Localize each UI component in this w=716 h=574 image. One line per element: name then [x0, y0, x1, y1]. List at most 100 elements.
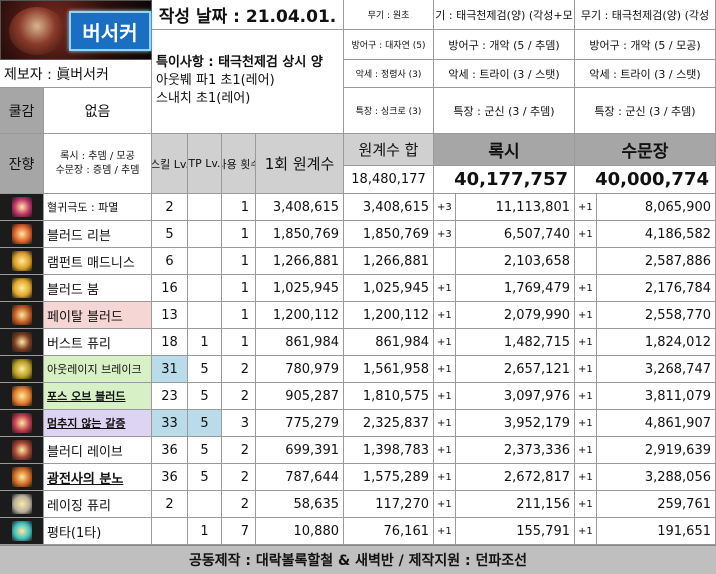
footer-credits: 공동제작 : 대락볼록할철 & 새벽반 / 제작지원 : 던파조선 [0, 545, 716, 574]
gate-bonus: +1 [575, 329, 597, 356]
skill-name: 레이징 퓨리 [44, 491, 152, 518]
base-sum: 76,161 [344, 518, 434, 545]
equip-slot: 기 : 태극천제검(양) (각성+모 [434, 0, 575, 30]
roxy-value: 2,103,658 [456, 248, 575, 275]
gate-bonus: +1 [575, 464, 597, 491]
skill-name: 아웃레이지 브레이크 [44, 356, 152, 383]
tp-level: 1 [188, 329, 222, 356]
skill-glyph-icon [11, 521, 32, 541]
skill-name: 멈추지 않는 갈증 [44, 410, 152, 437]
class-name-label: 버서커 [69, 11, 151, 51]
notes-line: 스내치 초1(레어) [156, 91, 251, 106]
skill-icon [0, 491, 44, 518]
residual-line: 록시 : 추뎀 / 모공 [60, 150, 135, 162]
col-header-base-once: 1회 원계수 [256, 134, 344, 194]
skill-glyph-icon [11, 359, 32, 379]
roxy-value: 3,097,976 [456, 383, 575, 410]
equip-slot: 악세 : 트라이 (3 / 스탯) [434, 60, 575, 88]
total-gate: 40,000,774 [575, 166, 716, 194]
skill-name: 블러드 붐 [44, 275, 152, 302]
skill-icon [0, 464, 44, 491]
base-sum: 1,810,575 [344, 383, 434, 410]
equip-slot: 특장 : 군신 (3 / 추뎀) [434, 88, 575, 134]
use-count: 2 [222, 383, 256, 410]
gate-bonus: +1 [575, 410, 597, 437]
gate-value: 4,186,582 [597, 221, 716, 248]
base-once: 905,287 [256, 383, 344, 410]
roxy-value: 6,507,740 [456, 221, 575, 248]
gate-value: 2,587,886 [597, 248, 716, 275]
residual-label: 잔향 [0, 134, 44, 194]
gate-value: 3,811,079 [597, 383, 716, 410]
notes-line: 아웃붸 파1 초1(레어) [156, 73, 275, 88]
roxy-bonus: +1 [434, 329, 456, 356]
skill-icon [0, 275, 44, 302]
skill-icon [0, 356, 44, 383]
skill-glyph-icon [11, 197, 32, 217]
use-count: 1 [222, 248, 256, 275]
skill-glyph-icon [11, 305, 32, 325]
skill-level: 2 [152, 194, 188, 221]
use-count: 2 [222, 464, 256, 491]
skill-icon [0, 194, 44, 221]
use-count: 2 [222, 437, 256, 464]
equip-slot: 특장 : 싱크로 (3) [344, 88, 434, 134]
base-once: 861,984 [256, 329, 344, 356]
roxy-value: 211,156 [456, 491, 575, 518]
use-count: 2 [222, 491, 256, 518]
use-count: 1 [222, 194, 256, 221]
roxy-bonus: +1 [434, 356, 456, 383]
skill-icon [0, 302, 44, 329]
skill-name: 혈귀극도 : 파멸 [44, 194, 152, 221]
gate-bonus: +1 [575, 356, 597, 383]
tp-level: 5 [188, 410, 222, 437]
roxy-bonus: +1 [434, 383, 456, 410]
tp-level [188, 491, 222, 518]
roxy-value: 2,657,121 [456, 356, 575, 383]
base-sum: 1,561,958 [344, 356, 434, 383]
cooldown-label: 쿨감 [0, 88, 44, 134]
tp-level: 5 [188, 464, 222, 491]
col-header-tp-lv: TP Lv. [188, 134, 222, 194]
skill-level: 33 [152, 410, 188, 437]
use-count: 1 [222, 275, 256, 302]
equip-slot: 무기 : 원초 [344, 0, 434, 30]
tp-level [188, 275, 222, 302]
equip-slot: 방어구 : 개악 (5 / 모공) [575, 30, 716, 60]
use-count: 7 [222, 518, 256, 545]
use-count: 1 [222, 221, 256, 248]
skill-level: 6 [152, 248, 188, 275]
tp-level: 1 [188, 518, 222, 545]
skill-glyph-icon [11, 251, 32, 271]
skill-icon [0, 437, 44, 464]
gate-value: 191,651 [597, 518, 716, 545]
base-once: 787,644 [256, 464, 344, 491]
gate-value: 8,065,900 [597, 194, 716, 221]
skill-name: 페이탈 블러드 [44, 302, 152, 329]
tp-level [188, 302, 222, 329]
roxy-bonus: +1 [434, 518, 456, 545]
roxy-value: 1,482,715 [456, 329, 575, 356]
skill-glyph-icon [11, 278, 32, 298]
base-sum: 1,266,881 [344, 248, 434, 275]
base-once: 1,200,112 [256, 302, 344, 329]
skill-icon [0, 329, 44, 356]
roxy-value: 2,672,817 [456, 464, 575, 491]
gate-bonus: +1 [575, 302, 597, 329]
base-sum: 117,270 [344, 491, 434, 518]
base-sum: 861,984 [344, 329, 434, 356]
skill-icon [0, 221, 44, 248]
class-banner: 버서커 [0, 0, 152, 60]
skill-level: 2 [152, 491, 188, 518]
base-sum: 2,325,837 [344, 410, 434, 437]
skill-glyph-icon [11, 386, 32, 406]
skill-level: 36 [152, 437, 188, 464]
gate-value: 3,268,747 [597, 356, 716, 383]
skill-level: 5 [152, 221, 188, 248]
character-portrait [9, 7, 65, 55]
base-once: 699,391 [256, 437, 344, 464]
tp-level [188, 194, 222, 221]
base-once: 1,025,945 [256, 275, 344, 302]
gate-value: 259,761 [597, 491, 716, 518]
use-count: 1 [222, 329, 256, 356]
